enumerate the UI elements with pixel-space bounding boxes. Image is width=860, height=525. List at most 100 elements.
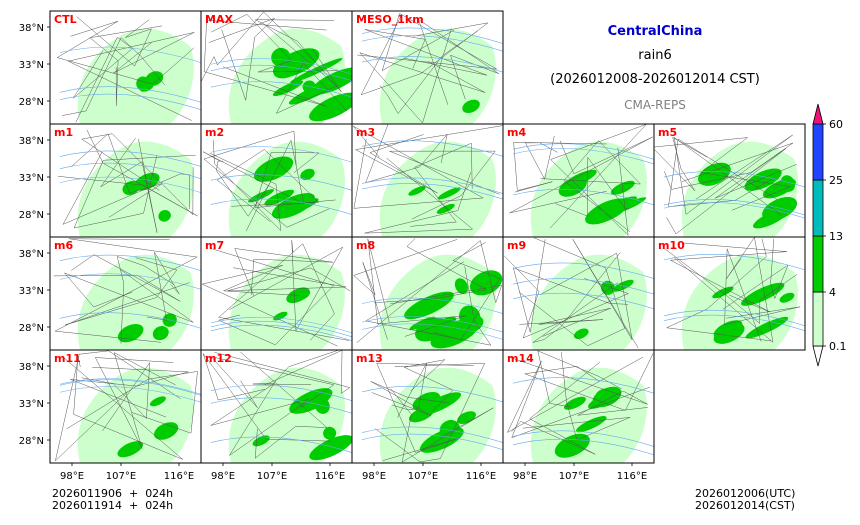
boundary-line bbox=[392, 362, 427, 418]
boundary-line bbox=[654, 137, 792, 211]
init-time-line1: 2026011906 + 024h bbox=[52, 487, 174, 500]
panel-label: m5 bbox=[658, 126, 677, 139]
lon-tick-label: 107°E bbox=[106, 471, 136, 482]
lat-tick-label: 28°N bbox=[19, 323, 44, 334]
boundary-line bbox=[665, 238, 772, 342]
boundary-line bbox=[211, 248, 335, 346]
moderate-rain-patch bbox=[293, 289, 311, 301]
river-line bbox=[59, 379, 201, 396]
init-time-line2: 2026011914 + 024h bbox=[52, 499, 174, 512]
panel-MESO_1km bbox=[352, 11, 503, 124]
colorbar-level-label: 25 bbox=[829, 174, 843, 187]
moderate-rain-patch bbox=[408, 186, 426, 196]
moderate-rain-patch bbox=[149, 396, 166, 407]
panel-m9 bbox=[503, 237, 654, 350]
river-line bbox=[663, 171, 805, 188]
colorbar-level-label: 4 bbox=[829, 286, 836, 299]
panel-label: m4 bbox=[507, 126, 526, 139]
light-rain-area bbox=[77, 254, 194, 350]
boundary-line bbox=[525, 135, 558, 180]
panel-m11 bbox=[50, 350, 201, 463]
panel-label: m13 bbox=[356, 352, 383, 365]
light-rain-area bbox=[379, 141, 496, 237]
boundary-line bbox=[654, 136, 708, 191]
boundary-line bbox=[70, 367, 189, 418]
lon-tick-label: 116°E bbox=[164, 471, 194, 482]
colorbar-lower-extension bbox=[812, 345, 824, 367]
river-line bbox=[512, 377, 654, 394]
boundary-line bbox=[364, 29, 488, 76]
boundary-line bbox=[203, 130, 330, 228]
river-line bbox=[59, 93, 201, 110]
lat-tick-label: 38°N bbox=[19, 249, 44, 260]
boundary-line bbox=[201, 264, 338, 347]
boundary-line bbox=[356, 240, 503, 344]
moderate-rain-patch bbox=[573, 328, 589, 339]
lon-tick-label: 116°E bbox=[466, 471, 496, 482]
boundary-line bbox=[81, 361, 150, 431]
river-line bbox=[512, 278, 654, 295]
boundary-line bbox=[549, 124, 647, 236]
lon-tick-label: 107°E bbox=[408, 471, 438, 482]
river-line bbox=[210, 397, 352, 414]
boundary-line bbox=[375, 363, 486, 463]
boundary-line bbox=[146, 251, 180, 321]
boundary-line bbox=[524, 353, 654, 411]
panel-label: m12 bbox=[205, 352, 232, 365]
boundary-line bbox=[360, 13, 489, 96]
boundary-line bbox=[673, 134, 793, 216]
river-line bbox=[361, 140, 503, 157]
river-line bbox=[512, 189, 654, 206]
panel-m2 bbox=[201, 124, 352, 237]
moderate-rain-patch bbox=[117, 441, 144, 458]
moderate-rain-patch bbox=[404, 291, 454, 320]
panel-label: m8 bbox=[356, 239, 375, 252]
moderate-rain-patch bbox=[313, 393, 326, 404]
moderate-rain-patch bbox=[290, 58, 343, 84]
lat-tick-label: 38°N bbox=[19, 362, 44, 373]
river-line bbox=[210, 198, 352, 215]
boundary-line bbox=[208, 18, 275, 101]
panel-label: CTL bbox=[54, 13, 77, 26]
river-line bbox=[361, 316, 503, 333]
boundary-line bbox=[374, 238, 488, 303]
boundary-line bbox=[532, 252, 621, 343]
boundary-line bbox=[537, 350, 622, 408]
lon-tick-label: 98°E bbox=[513, 471, 537, 482]
colorbar-segment bbox=[812, 123, 824, 181]
boundary-line bbox=[389, 150, 500, 220]
boundary-line bbox=[666, 148, 797, 235]
boundary-line bbox=[62, 151, 190, 225]
river-line bbox=[512, 430, 654, 447]
boundary-line bbox=[511, 361, 601, 455]
moderate-rain-patch bbox=[152, 326, 169, 341]
valid-time-cst: 2026012014(CST) bbox=[695, 499, 795, 512]
boundary-line bbox=[202, 353, 331, 442]
boundary-line bbox=[240, 351, 328, 459]
panel-frame bbox=[502, 349, 655, 464]
model-title: CMA-REPS bbox=[624, 98, 686, 112]
lon-tick-label: 107°E bbox=[559, 471, 589, 482]
boundary-line bbox=[56, 20, 195, 85]
river-line bbox=[663, 253, 805, 271]
panel-label: m3 bbox=[356, 126, 375, 139]
boundary-line bbox=[379, 30, 478, 115]
moderate-rain-patch bbox=[300, 168, 315, 181]
boundary-line bbox=[519, 307, 611, 337]
panel-m1 bbox=[50, 124, 201, 237]
boundary-line bbox=[201, 11, 316, 82]
panel-m14 bbox=[503, 350, 654, 463]
moderate-rain-patch bbox=[563, 169, 597, 188]
river-line bbox=[210, 324, 352, 341]
panel-label: m11 bbox=[54, 352, 81, 365]
boundary-line bbox=[722, 238, 789, 310]
light-rain-area bbox=[379, 367, 496, 463]
boundary-line bbox=[202, 139, 305, 232]
river-line bbox=[361, 183, 503, 200]
moderate-rain-patch bbox=[779, 292, 795, 303]
boundary-line bbox=[255, 19, 342, 93]
river-line bbox=[59, 378, 201, 395]
river-line bbox=[361, 323, 503, 340]
panel-m8 bbox=[352, 237, 503, 350]
river-line bbox=[361, 35, 503, 52]
